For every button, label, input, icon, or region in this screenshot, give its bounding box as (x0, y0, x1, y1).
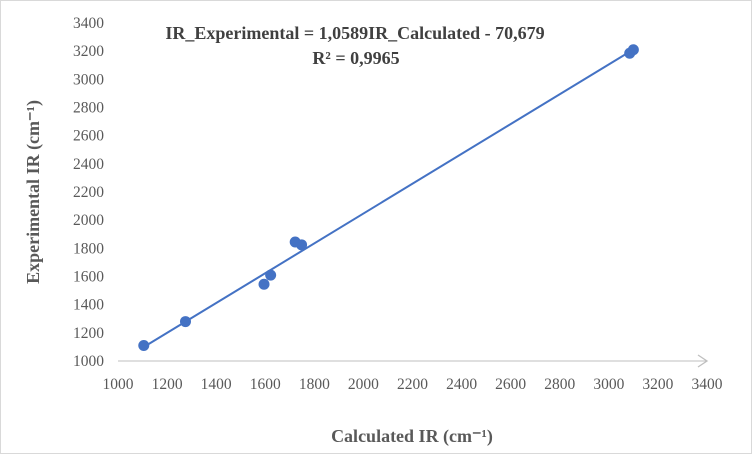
y-tick-label: 3000 (73, 71, 104, 88)
y-tick-labels: 1000 1200 1400 1600 1800 2000 2200 2400 2600 2800… (73, 15, 104, 370)
y-tick-label: 1000 (73, 353, 104, 370)
y-tick-label: 3200 (73, 43, 104, 60)
regression-equation: IR_Experimental = 1,0589IR_Calculated - … (165, 23, 544, 43)
data-point (627, 44, 639, 56)
x-tick-label: 2200 (397, 376, 428, 393)
y-tick-label: 2400 (73, 156, 104, 173)
x-tick-label: 2800 (544, 376, 575, 393)
x-tick-label: 2600 (495, 376, 526, 393)
x-tick-label: 2400 (446, 376, 477, 393)
x-tick-label: 1400 (201, 376, 232, 393)
y-axis-title: Experimental IR (cm⁻¹) (23, 100, 44, 284)
y-tick-label: 3400 (73, 15, 104, 32)
data-points (138, 44, 639, 352)
x-axis-title: Calculated IR (cm⁻¹) (331, 426, 493, 447)
x-tick-label: 3400 (692, 376, 723, 393)
y-tick-label: 1800 (73, 240, 104, 257)
x-tick-label: 1000 (103, 376, 134, 393)
y-tick-label: 1400 (73, 297, 104, 314)
x-tick-label: 1200 (152, 376, 183, 393)
axes (118, 354, 709, 368)
data-point (138, 340, 150, 352)
y-tick-label: 2800 (73, 100, 104, 117)
x-axis-arrow (697, 354, 709, 368)
y-tick-label: 2000 (73, 212, 104, 229)
data-point (258, 278, 270, 290)
y-tick-label: 2600 (73, 128, 104, 145)
y-tick-label: 1200 (73, 325, 104, 342)
x-tick-label: 1600 (250, 376, 281, 393)
y-tick-label: 2200 (73, 184, 104, 201)
x-tick-label: 1800 (299, 376, 330, 393)
x-tick-label: 3200 (642, 376, 673, 393)
y-tick-label: 1600 (73, 269, 104, 286)
data-point (296, 239, 308, 251)
data-point (179, 316, 191, 328)
x-tick-label: 2000 (348, 376, 379, 393)
trendline (143, 48, 634, 348)
data-point (265, 269, 277, 281)
x-tick-label: 3000 (593, 376, 624, 393)
x-tick-labels: 1000 1200 1400 1600 1800 2000 2200 2400 2600 2800… (103, 376, 723, 393)
r-squared-label: R² = 0,9965 (312, 48, 399, 68)
